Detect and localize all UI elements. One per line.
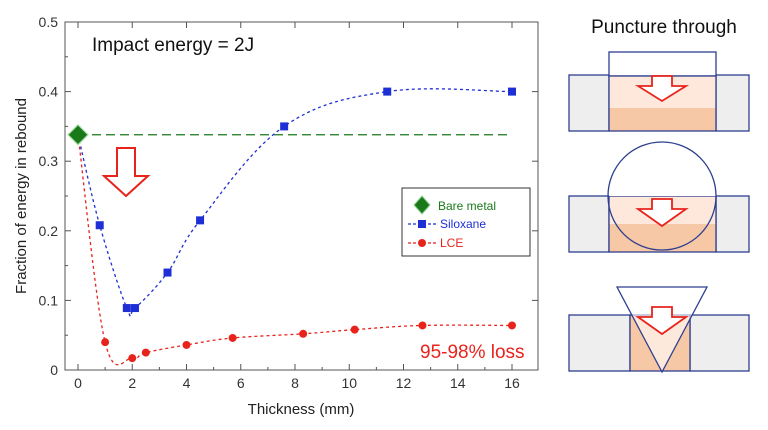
siloxane-point [122,304,131,313]
sample-block-left [568,74,610,132]
siloxane-line [77,88,513,317]
x-axis-label: Thickness (mm) [248,401,355,418]
punch-upper [608,51,717,77]
sphere-indenter [607,141,717,251]
y-tick-label: 0.1 [39,292,59,308]
lce-point [128,354,137,363]
panel-sphere [568,141,750,253]
axes: 0 2 4 6 8 10 12 14 16 0 0.1 0.2 0.3 0.4 0.5 [39,14,538,391]
x-tick-label: 14 [450,375,466,391]
series-layer [67,87,516,366]
cone-down-arrow-icon [635,306,689,336]
sample-block-left [568,195,610,253]
sphere-upper [609,142,716,196]
sphere-down-arrow-icon [635,198,689,228]
sphere-sample-fill [609,224,716,252]
panel-flat-punch [568,51,750,132]
x-tick-label: 6 [237,375,245,391]
down-arrow-icon [101,147,151,198]
siloxane-point [280,122,289,131]
x-tick-label: 10 [341,375,357,391]
legend-label-bare-metal: Bare metal [438,199,496,213]
y-tick-label: 0.4 [39,84,59,100]
sample-block-left [568,314,631,372]
siloxane-point [130,304,139,313]
bare-metal-point [67,123,89,146]
x-tick-label: 8 [291,375,299,391]
lce-point [418,321,427,330]
sample-block-right [715,74,750,132]
punch-lower-fill [609,108,716,131]
siloxane-point [196,216,205,225]
loss-annotation: 95-98% loss [420,342,525,363]
x-tick-label: 2 [128,375,136,391]
lce-line [77,134,513,366]
siloxane-point [95,221,104,230]
y-tick-label: 0.5 [39,14,59,30]
y-tick-label: 0.2 [39,223,59,239]
legend-marker-lce [418,239,426,247]
sample-block-right [689,314,750,372]
lce-point [350,325,359,334]
lce-point [508,321,516,330]
y-tick-label: 0 [50,362,58,378]
panel-cone [568,286,750,374]
x-tick-label: 16 [504,375,520,391]
siloxane-point [383,87,392,96]
legend-label-lce: LCE [440,236,463,250]
legend-marker-bare-metal [413,195,431,215]
y-tick-label: 0.3 [39,153,59,169]
y-axis-label: Fraction of energy in rebound [13,98,30,294]
legend: Bare metal Siloxane LCE [401,187,531,257]
siloxane-point [508,87,516,96]
sample-block-right [715,195,750,253]
legend-marker-siloxane [418,220,426,228]
x-tick-label: 12 [396,375,412,391]
lce-point [141,348,150,357]
x-tick-label: 4 [183,375,191,391]
diagram-title: Puncture through [591,17,737,38]
lce-point [299,329,308,338]
punch-down-arrow-icon [634,75,690,103]
lce-point [101,338,110,347]
lce-point [228,333,237,342]
x-tick-label: 0 [74,375,82,391]
impact-energy-annotation: Impact energy = 2J [92,35,254,56]
lce-point [182,340,191,349]
legend-label-siloxane: Siloxane [440,217,486,231]
siloxane-point [163,268,172,277]
